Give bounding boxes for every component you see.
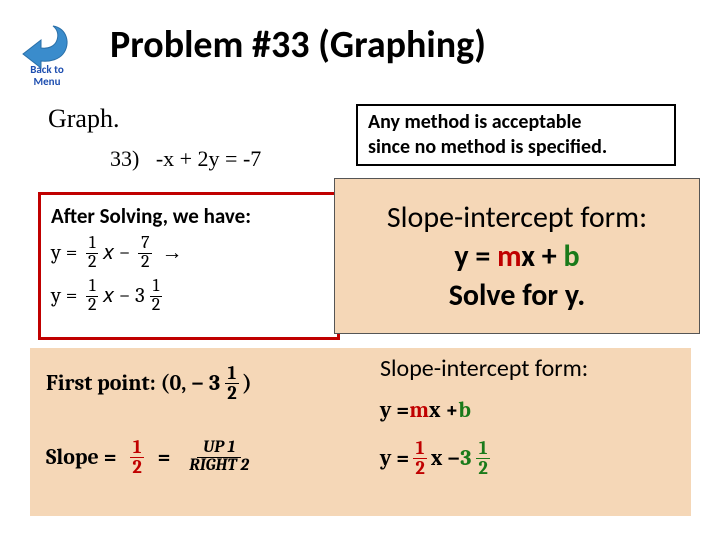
- back-to-menu-button[interactable]: Back to Menu: [12, 18, 82, 88]
- solved-eq2: y = 1 2 𝑥 − 3 1 2: [51, 278, 327, 315]
- solved-heading: After Solving, we have:: [51, 203, 327, 229]
- page-title: Problem #33 (Graphing): [110, 22, 486, 68]
- hint-line2: since no method is specified.: [368, 135, 664, 160]
- sif-b-value: 3 1 2: [460, 439, 494, 477]
- eq1-lhs: y =: [51, 241, 77, 265]
- solved-box: After Solving, we have: y = 1 2 𝑥 − 7 2 …: [38, 192, 340, 340]
- eq1-const: 7 2: [138, 235, 152, 272]
- sif-summary: Slope-intercept form: y = mx + b y = 1 2…: [380, 354, 680, 477]
- eq2-op: −: [119, 284, 131, 308]
- hint-line1: Any method is acceptable: [368, 110, 664, 135]
- eq1-coef: 1 2: [85, 235, 99, 272]
- problem-expr: -x + 2y = -7: [156, 146, 261, 171]
- first-point: First point: (0, − 3 1 2 ): [46, 364, 252, 402]
- slope-intercept-hint: Slope-intercept form: y = mx + b Solve f…: [334, 178, 700, 334]
- eq2-lhs: y =: [51, 284, 77, 308]
- sif-eq-template: y = mx + b: [380, 397, 680, 423]
- first-point-close: ): [243, 370, 252, 396]
- eq2-coef: 1 2: [85, 278, 99, 315]
- back-label-line2: Menu: [30, 76, 64, 88]
- back-label: Back to Menu: [30, 64, 64, 88]
- sif-eq-filled: y = 1 2 x − 3 1 2: [380, 439, 680, 477]
- solved-eq1: y = 1 2 𝑥 − 7 2 →: [51, 235, 327, 272]
- slope-frac: 1 2: [129, 438, 144, 476]
- hint-box: Any method is acceptable since no method…: [356, 104, 676, 166]
- eq2-const: 3 1 2: [135, 278, 166, 315]
- problem-equation: 33) -x + 2y = -7: [110, 146, 261, 172]
- sif-big-line2: y = mx + b: [454, 237, 579, 276]
- eq1-op: −: [119, 241, 131, 265]
- graph-instruction: Graph.: [48, 104, 119, 134]
- sif-m-value: 1 2: [412, 439, 427, 477]
- first-point-label: First point: (0, −: [46, 370, 204, 396]
- first-point-value: 3 1 2: [209, 364, 243, 402]
- eq2-var: 𝑥: [102, 284, 114, 308]
- slope-row: Slope = 1 2 = UP 1 RIGHT 2: [46, 438, 258, 476]
- slope-equals: =: [158, 444, 171, 470]
- problem-number: 33): [110, 146, 139, 171]
- sif-title: Slope-intercept form:: [380, 354, 680, 383]
- bottom-highlight: First point: (0, − 3 1 2 ) Slope = 1 2 =…: [30, 348, 691, 516]
- eq1-var: 𝑥: [102, 241, 114, 265]
- slope-words: UP 1 RIGHT 2: [183, 440, 255, 475]
- sif-big-line1: Slope-intercept form:: [387, 198, 647, 237]
- slope-label: Slope =: [46, 444, 117, 470]
- sif-big-line3: Solve for y.: [449, 276, 585, 315]
- arrow-right-icon: →: [161, 241, 182, 265]
